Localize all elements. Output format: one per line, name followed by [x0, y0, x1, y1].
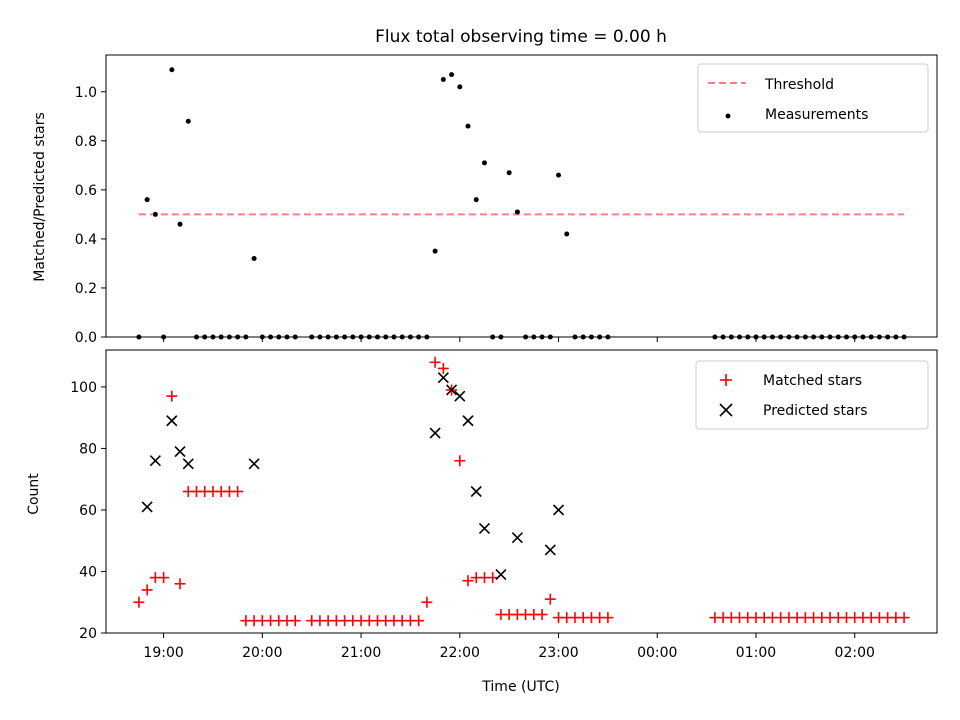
measurement-point: [177, 221, 183, 227]
matched-star-point: [462, 575, 474, 587]
matched-star-point: [437, 362, 449, 374]
top-legend: Threshold Measurements: [697, 63, 929, 133]
x-tick-label: 21:00: [341, 645, 381, 661]
x-tick-label: 01:00: [736, 645, 776, 661]
predicted-star-point: [470, 485, 482, 498]
predicted-star-point: [454, 390, 466, 402]
predicted-star-point: [429, 427, 441, 439]
predicted-star-point: [248, 458, 260, 470]
predicted-star-point: [511, 532, 523, 544]
bottom-y-tick-label: 40: [79, 564, 97, 580]
measurement-point: [152, 211, 158, 217]
predicted-star-point: [495, 568, 507, 581]
legend-measurements-swatch: [725, 113, 731, 119]
x-tick-label: 19:00: [143, 645, 183, 661]
matched-star-point: [421, 596, 433, 608]
matched-star-point: [898, 612, 910, 624]
measurement-point: [556, 172, 562, 178]
top-y-tick-label: 1.0: [75, 85, 97, 101]
measurement-point: [564, 231, 570, 237]
top-y-axis-label: Matched/Predicted stars: [32, 112, 48, 282]
top-legend-box: [697, 63, 929, 133]
bottom-y-axis-label: Count: [26, 473, 42, 515]
measurement-point: [449, 72, 455, 78]
bottom-y-tick-label: 60: [79, 503, 97, 519]
measurement-point: [432, 248, 438, 254]
matched-star-point: [487, 572, 499, 584]
legend-predicted-label: Predicted stars: [763, 403, 868, 419]
predicted-star-point: [149, 455, 161, 467]
matched-star-point: [133, 596, 145, 608]
matched-star-point: [174, 578, 186, 590]
matched-star-point: [158, 572, 170, 584]
measurement-point: [473, 197, 479, 203]
matched-star-point: [141, 584, 153, 596]
bottom-axes-frame: [105, 349, 938, 634]
bottom-legend: Matched stars Predicted stars: [695, 360, 929, 430]
x-tick-label: 22:00: [440, 645, 480, 661]
measurement-point: [144, 197, 150, 203]
measurement-point: [440, 77, 446, 83]
bottom-plot-area: [133, 356, 910, 627]
measurement-point: [185, 118, 191, 124]
top-y-tick-label: 0.2: [75, 281, 97, 297]
matched-star-point: [429, 356, 441, 368]
top-y-tick-label: 0.8: [75, 134, 97, 150]
top-y-tick-label: 0.6: [75, 183, 97, 199]
predicted-star-point: [544, 544, 556, 556]
matched-star-point: [232, 486, 244, 497]
top-axes-frame: [105, 54, 938, 338]
predicted-star-point: [182, 458, 194, 470]
x-tick-label: 00:00: [637, 645, 677, 661]
legend-predicted-swatch: [719, 403, 733, 417]
bottom-y-tick-label: 20: [79, 626, 97, 642]
bottom-legend-box: [695, 360, 929, 430]
predicted-star-point: [478, 522, 491, 534]
matched-star-point: [602, 612, 614, 624]
matched-star-point: [454, 455, 466, 467]
chart-title: Flux total observing time = 0.00 h: [375, 27, 667, 47]
measurement-point: [481, 160, 487, 166]
bottom-y-tick-label: 80: [79, 441, 97, 457]
legend-matched-swatch: [720, 374, 732, 386]
legend-matched-label: Matched stars: [763, 373, 862, 389]
top-y-tick-label: 0.0: [75, 330, 97, 346]
measurement-point: [457, 84, 463, 90]
predicted-star-point: [445, 384, 458, 396]
measurement-point: [169, 67, 175, 73]
matched-star-point: [289, 615, 301, 627]
predicted-star-point: [174, 445, 186, 458]
matched-star-point: [544, 593, 556, 605]
predicted-star-point: [462, 415, 474, 427]
predicted-star-point: [437, 372, 449, 384]
x-tick-label: 20:00: [242, 645, 282, 661]
x-tick-label: 23:00: [538, 645, 578, 661]
predicted-star-point: [166, 415, 178, 427]
measurement-point: [465, 123, 471, 129]
legend-threshold-label: Threshold: [764, 77, 834, 93]
matched-star-point: [413, 615, 425, 627]
predicted-star-point: [552, 504, 565, 516]
bottom-y-tick-label: 100: [70, 380, 97, 396]
legend-measurements-label: Measurements: [765, 107, 868, 123]
top-y-tick-label: 0.4: [75, 232, 97, 248]
x-axis-label: Time (UTC): [481, 679, 559, 695]
x-tick-label: 02:00: [835, 645, 875, 661]
matched-star-point: [166, 390, 178, 402]
predicted-star-point: [141, 501, 153, 513]
matched-star-point: [536, 609, 548, 621]
measurement-point: [514, 209, 520, 215]
measurement-point: [251, 256, 257, 262]
measurement-point: [506, 170, 512, 176]
